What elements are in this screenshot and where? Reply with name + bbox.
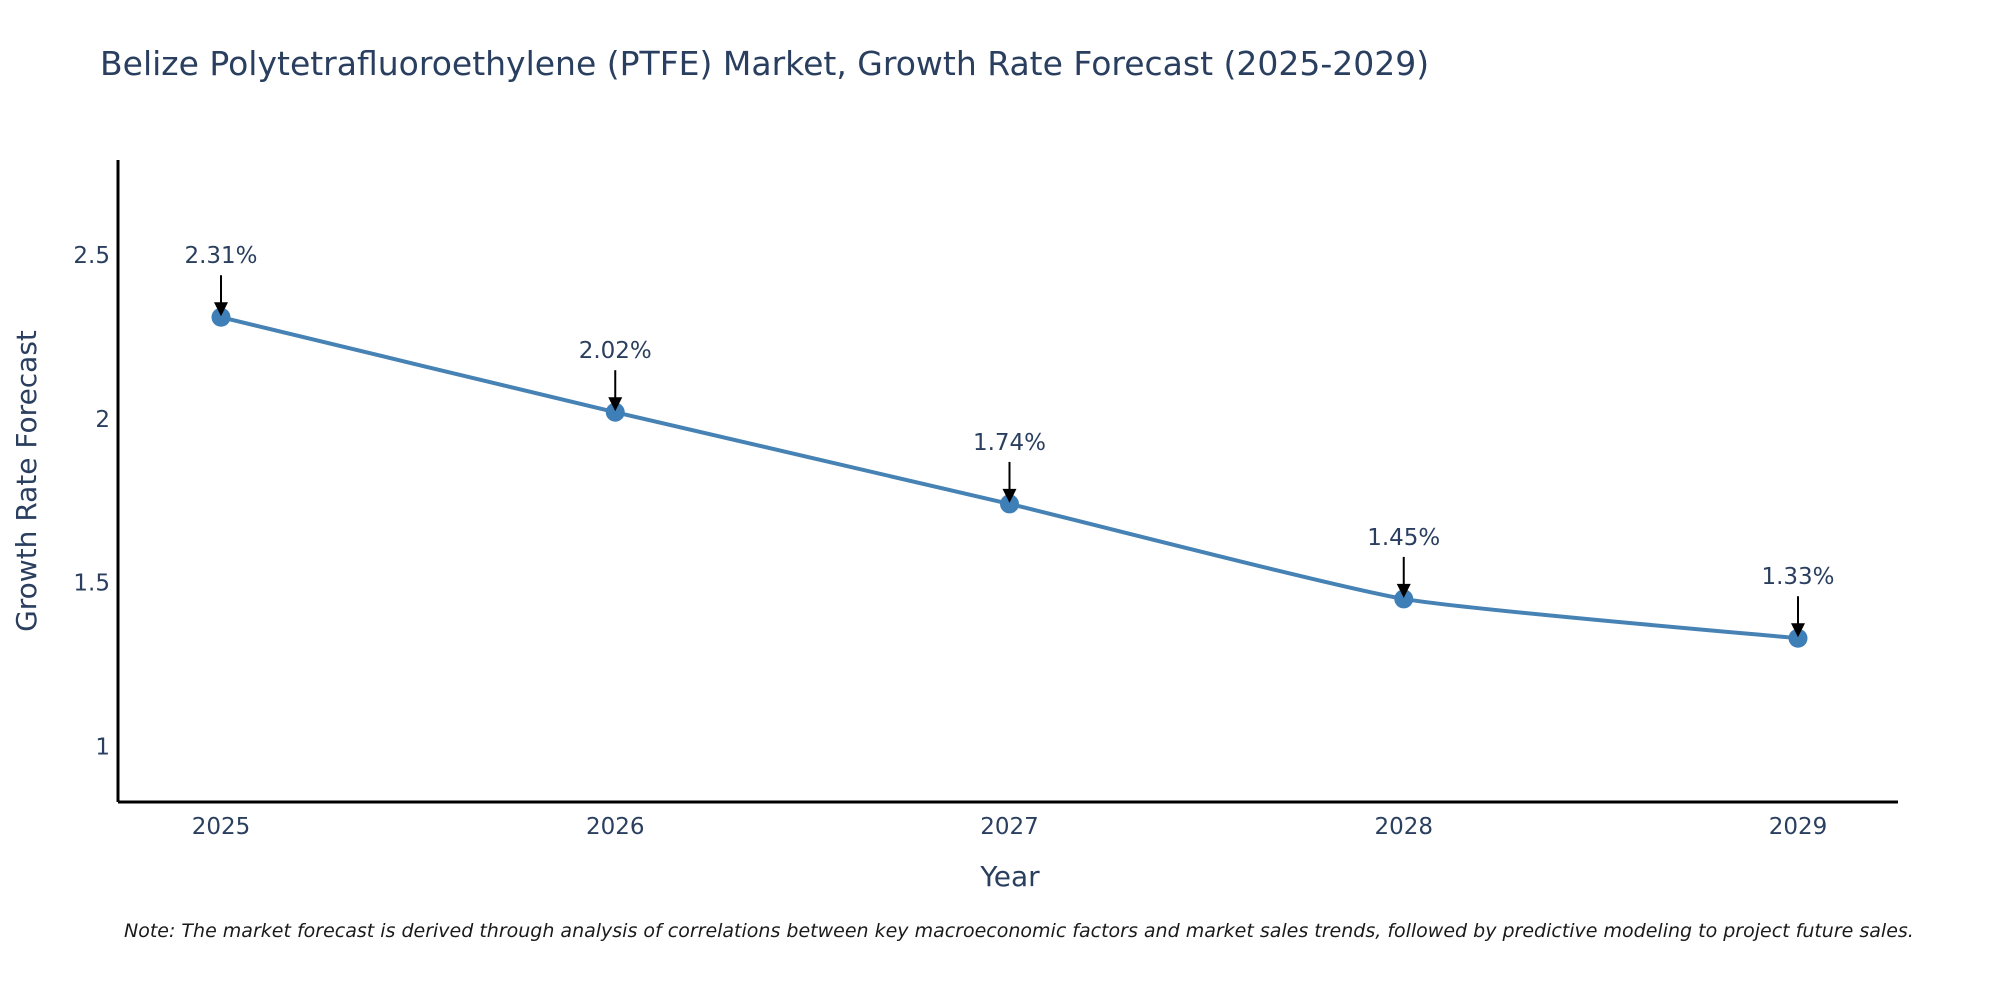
y-tick-label: 2.5 — [73, 243, 110, 269]
data-point — [1394, 589, 1414, 609]
annotation-arrow-head — [608, 397, 623, 412]
y-tick-label: 2 — [95, 407, 110, 433]
annotation-arrows — [214, 275, 1805, 638]
y-axis-ticks: 1 1.5 2 2.5 — [73, 243, 110, 760]
x-tick-label: 2027 — [980, 814, 1039, 840]
chart-title: Belize Polytetrafluoroethylene (PTFE) Ma… — [100, 44, 1430, 83]
data-points — [211, 307, 1808, 648]
x-tick-label: 2026 — [586, 814, 645, 840]
footnote: Note: The market forecast is derived thr… — [124, 920, 1914, 942]
data-label: 2.31% — [184, 243, 257, 269]
data-point — [211, 307, 231, 327]
data-label: 1.33% — [1761, 564, 1834, 590]
annotation-arrow-head — [1791, 623, 1805, 638]
data-label: 1.45% — [1367, 525, 1440, 551]
y-tick-label: 1 — [95, 734, 110, 760]
y-tick-label: 1.5 — [73, 571, 110, 597]
data-label: 1.74% — [973, 430, 1046, 456]
y-axis-title: Growth Rate Forecast — [10, 330, 43, 632]
x-axis-ticks: 2025 2026 2027 2028 2029 — [192, 814, 1828, 840]
data-point — [605, 402, 625, 422]
annotation-arrow-head — [1396, 583, 1411, 598]
data-labels: 2.31% 2.02% 1.74% 1.45% 1.33% — [184, 243, 1834, 590]
x-tick-label: 2025 — [192, 814, 251, 840]
annotation-arrow-head — [1002, 488, 1017, 503]
x-tick-label: 2029 — [1769, 814, 1828, 840]
x-tick-label: 2028 — [1374, 814, 1433, 840]
annotation-arrow-head — [214, 302, 228, 317]
x-axis-title: Year — [979, 860, 1040, 893]
data-point — [1000, 494, 1019, 514]
data-point — [1788, 628, 1808, 648]
data-label: 2.02% — [579, 338, 652, 364]
